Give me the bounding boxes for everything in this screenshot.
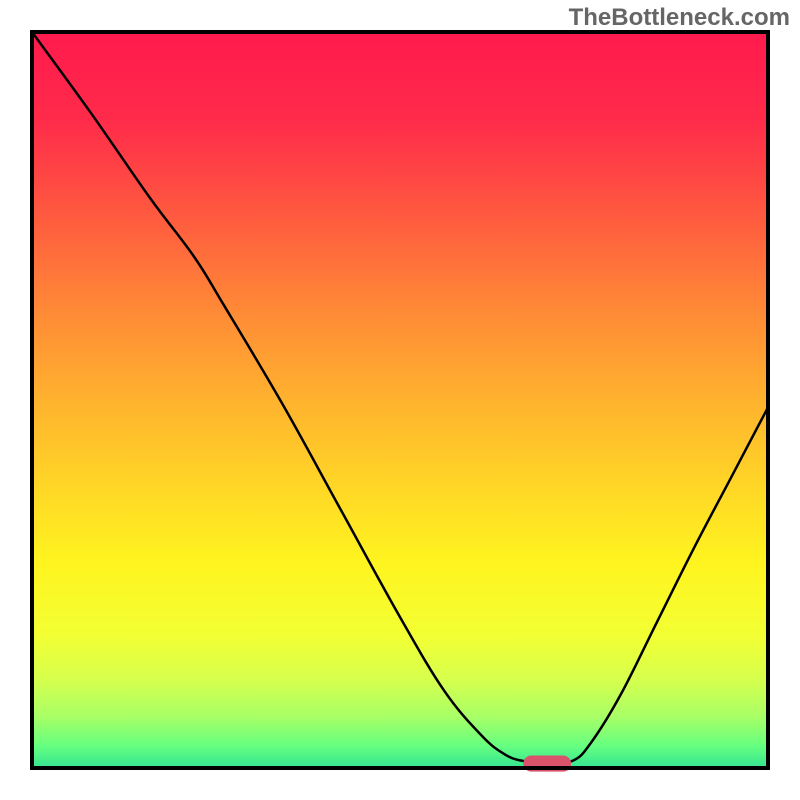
chart-stage: TheBottleneck.com — [0, 0, 800, 800]
bottleneck-chart — [0, 0, 800, 800]
